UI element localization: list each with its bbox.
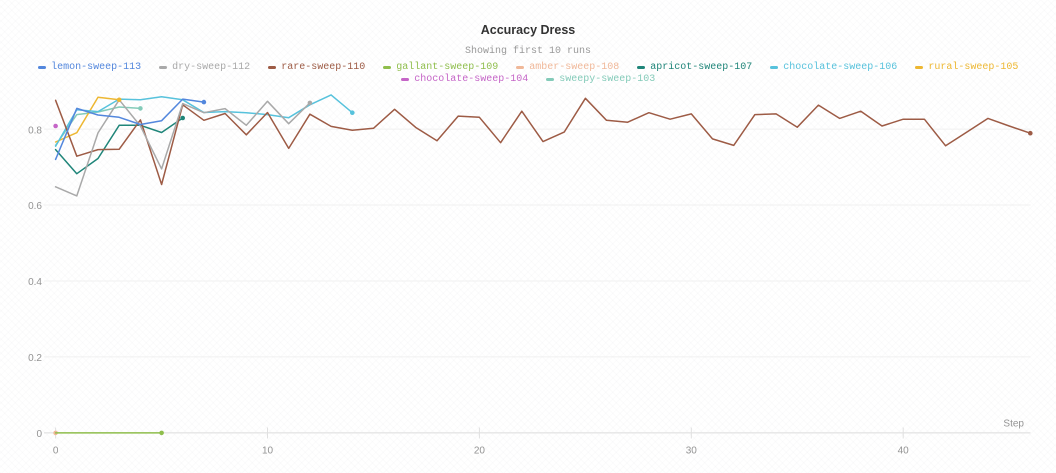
svg-text:0: 0 — [53, 445, 59, 456]
svg-text:40: 40 — [898, 445, 910, 456]
svg-text:10: 10 — [262, 445, 274, 456]
svg-text:0.2: 0.2 — [28, 353, 42, 364]
svg-text:Step: Step — [1003, 419, 1024, 430]
svg-text:0.4: 0.4 — [28, 277, 42, 288]
svg-text:30: 30 — [686, 445, 698, 456]
svg-text:0.8: 0.8 — [28, 125, 42, 136]
svg-text:20: 20 — [474, 445, 486, 456]
svg-text:0: 0 — [36, 429, 42, 440]
svg-text:0.6: 0.6 — [28, 201, 42, 212]
